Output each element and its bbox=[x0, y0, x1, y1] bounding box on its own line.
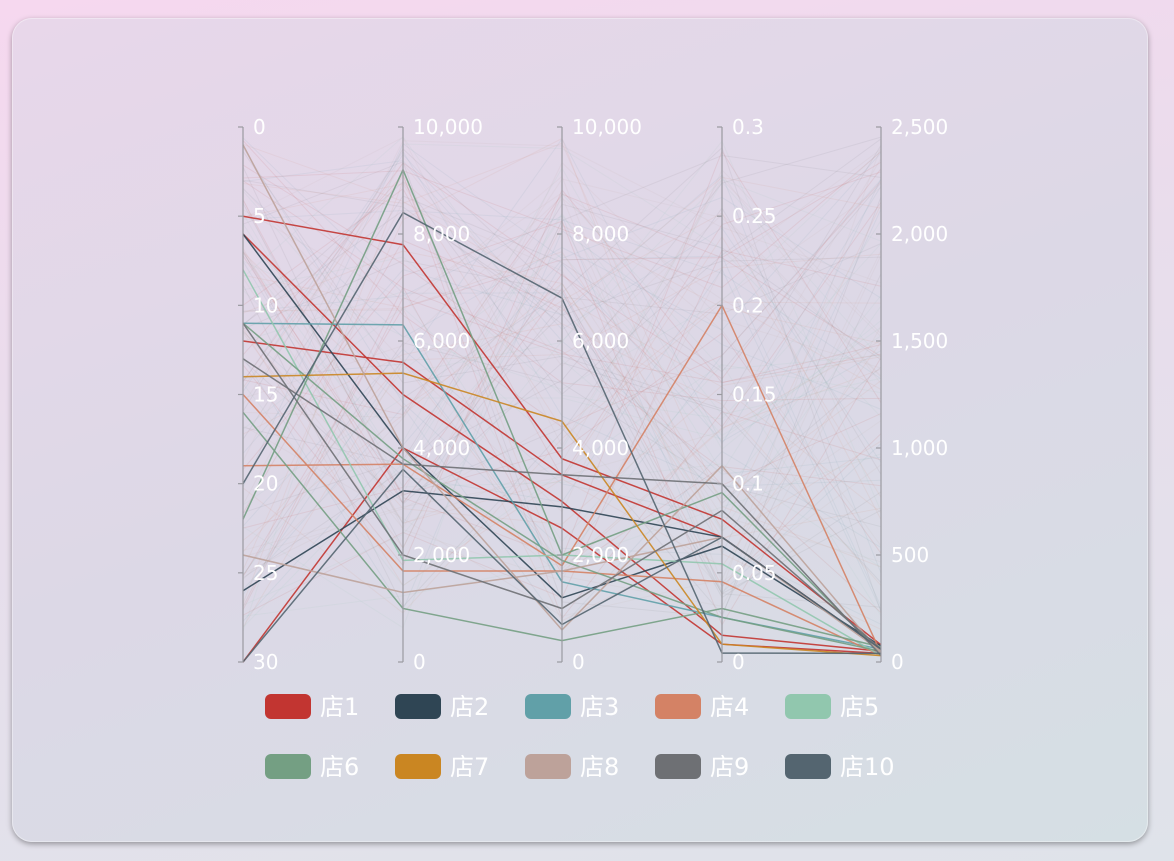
legend-label[interactable]: 店8 bbox=[580, 753, 619, 781]
axis-tick-label: 20 bbox=[253, 472, 278, 496]
axis-tick-label: 30 bbox=[253, 650, 278, 674]
axis-tick-label: 0 bbox=[891, 650, 904, 674]
legend-label[interactable]: 店1 bbox=[320, 693, 359, 721]
axis-tick-label: 0.3 bbox=[732, 115, 764, 139]
axis-tick-label: 0 bbox=[413, 650, 426, 674]
axis-tick-label: 2,000 bbox=[413, 543, 470, 567]
axis-tick-label: 15 bbox=[253, 383, 278, 407]
legend: 店1 店2 店3 店4 店5 店6 店7 店8 店9 店10 bbox=[265, 693, 895, 781]
legend-swatch[interactable] bbox=[395, 754, 441, 779]
axis-tick-label: 10 bbox=[253, 293, 278, 317]
axis-tick-label: 0 bbox=[253, 115, 266, 139]
axis-tick-label: 0.15 bbox=[732, 383, 777, 407]
axis-tick-label: 25 bbox=[253, 561, 278, 585]
legend-swatch[interactable] bbox=[785, 754, 831, 779]
legend-swatch[interactable] bbox=[655, 694, 701, 719]
legend-swatch[interactable] bbox=[785, 694, 831, 719]
axis-tick-label: 6,000 bbox=[572, 329, 629, 353]
axis-tick-label: 1,500 bbox=[891, 329, 948, 353]
legend-label[interactable]: 店7 bbox=[450, 753, 489, 781]
axes: 0 5 10 15 20 25 30 0 2,000 4,000 6,000 8,000 10,000 0… bbox=[238, 115, 948, 674]
legend-label[interactable]: 店9 bbox=[710, 753, 749, 781]
axis-tick-label: 2,500 bbox=[891, 115, 948, 139]
axis-tick-label: 0 bbox=[572, 650, 585, 674]
axis-tick-label: 0.2 bbox=[732, 293, 764, 317]
axis-tick-label: 10,000 bbox=[413, 115, 483, 139]
legend-label[interactable]: 店3 bbox=[580, 693, 619, 721]
legend-swatch[interactable] bbox=[525, 754, 571, 779]
axis-tick-label: 500 bbox=[891, 543, 929, 567]
axis-tick-label: 0.05 bbox=[732, 561, 777, 585]
legend-label[interactable]: 店10 bbox=[840, 753, 895, 781]
legend-label[interactable]: 店6 bbox=[320, 753, 359, 781]
axis-tick-label: 1,000 bbox=[891, 436, 948, 460]
axis-tick-label: 8,000 bbox=[572, 222, 629, 246]
legend-swatch[interactable] bbox=[265, 754, 311, 779]
axis-tick-label: 6,000 bbox=[413, 329, 470, 353]
legend-label[interactable]: 店5 bbox=[840, 693, 879, 721]
axis-tick-label: 0.25 bbox=[732, 204, 777, 228]
legend-swatch[interactable] bbox=[525, 694, 571, 719]
axis-tick-label: 2,000 bbox=[572, 543, 629, 567]
axis-tick-label: 4,000 bbox=[572, 436, 629, 460]
axis-tick-label: 5 bbox=[253, 204, 266, 228]
legend-swatch[interactable] bbox=[265, 694, 311, 719]
axis-tick-label: 0.1 bbox=[732, 472, 764, 496]
axis-tick-label: 10,000 bbox=[572, 115, 642, 139]
axis-tick-label: 2,000 bbox=[891, 222, 948, 246]
legend-swatch[interactable] bbox=[395, 694, 441, 719]
axis-tick-label: 0 bbox=[732, 650, 745, 674]
axis-tick-label: 8,000 bbox=[413, 222, 470, 246]
legend-swatch[interactable] bbox=[655, 754, 701, 779]
chart-card bbox=[12, 18, 1148, 842]
legend-label[interactable]: 店4 bbox=[710, 693, 749, 721]
legend-label[interactable]: 店2 bbox=[450, 693, 489, 721]
axis-tick-label: 4,000 bbox=[413, 436, 470, 460]
